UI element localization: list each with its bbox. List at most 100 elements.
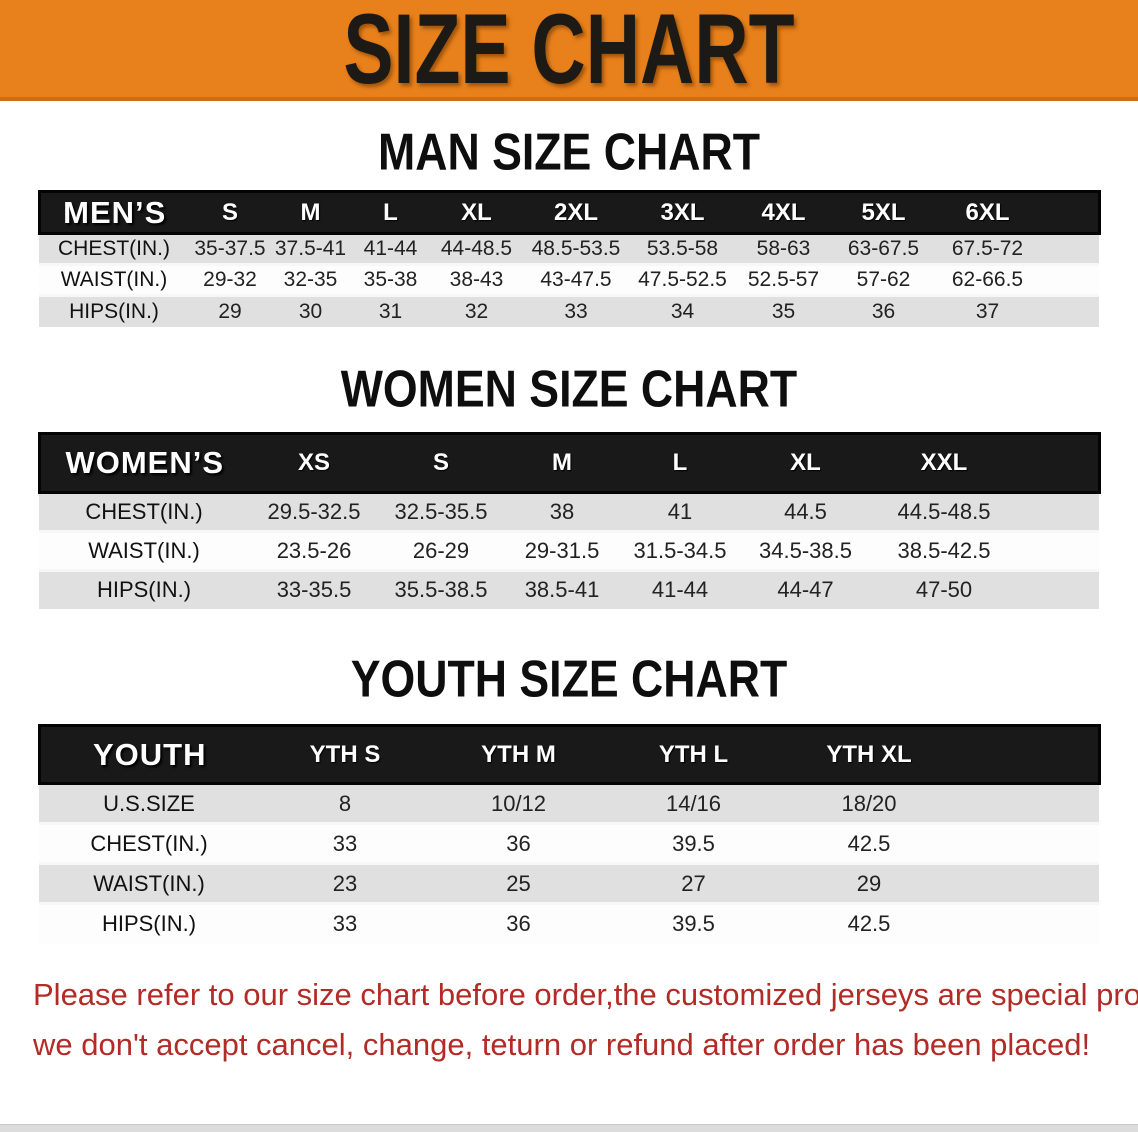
row-label: WAIST(IN.) [60, 268, 168, 291]
size-column-header: YTH L [606, 724, 781, 785]
filler-cell [957, 724, 1101, 785]
size-value-cell: 35-37.5 [194, 237, 266, 260]
size-column-header: M [271, 190, 350, 235]
size-value-cell: 29.5-32.5 [267, 498, 361, 524]
youth-section: YOUTH SIZE CHART YOUTH YTH S YTH M YTH L… [0, 653, 1138, 944]
size-value-cell: 33 [332, 830, 358, 856]
women-header-row: WOMEN’S XS S M L XL XXL [37, 431, 1101, 494]
row-label: CHEST(IN.) [85, 498, 203, 524]
size-column-header: YTH M [431, 724, 606, 785]
men-size-table: MEN’S S M L XL 2XL 3XL 4XL 5XL 6XL CHEST… [37, 190, 1101, 327]
size-value-cell: 67.5-72 [951, 237, 1024, 260]
table-row: HIPS(IN.) 33 36 39.5 42.5 [39, 903, 1099, 944]
youth-header-row: YOUTH YTH S YTH M YTH L YTH XL [37, 724, 1101, 785]
row-label: HIPS(IN.) [96, 577, 192, 603]
table-row: HIPS(IN.) 33-35.5 35.5-38.5 38.5-41 41-4… [39, 570, 1099, 609]
size-value-cell: 26-29 [412, 537, 470, 563]
size-value-cell: 58-63 [756, 237, 811, 260]
filler-cell [1016, 570, 1099, 609]
table-row: U.S.SIZE 8 10/12 14/16 18/20 [39, 783, 1099, 824]
size-value-cell: 44-48.5 [440, 237, 513, 260]
size-value-cell: 41-44 [651, 577, 709, 603]
size-value-cell: 63-67.5 [847, 237, 920, 260]
size-value-cell: 44.5 [784, 498, 827, 524]
size-column-header: S [379, 431, 503, 494]
size-column-header: S [189, 190, 271, 235]
table-row: CHEST(IN.) 35-37.5 37.5-41 41-44 44-48.5… [39, 233, 1099, 265]
size-value-cell: 57-62 [856, 268, 911, 291]
table-row: HIPS(IN.) 29 30 31 32 33 34 35 36 37 [39, 295, 1099, 327]
size-value-cell: 32.5-35.5 [394, 498, 488, 524]
size-column-header: M [503, 431, 621, 494]
row-label: WAIST(IN.) [88, 537, 200, 563]
size-value-cell: 35.5-38.5 [394, 577, 488, 603]
women-table-label: WOMEN’S [37, 431, 249, 494]
size-value-cell: 39.5 [672, 911, 715, 937]
table-row: WAIST(IN.) 23 25 27 29 [39, 863, 1099, 904]
size-value-cell: 34.5-38.5 [759, 537, 852, 563]
size-column-header: XS [249, 431, 379, 494]
size-value-cell: 35 [771, 299, 796, 323]
size-value-cell: 29 [218, 299, 242, 323]
size-value-cell: 33-35.5 [276, 577, 352, 603]
size-value-cell: 48.5-53.5 [531, 237, 621, 260]
men-section: MAN SIZE CHART MEN’S S M L XL 2XL 3XL 4X… [0, 122, 1138, 327]
filler-cell [1040, 296, 1099, 327]
size-column-header: XXL [872, 431, 1016, 494]
size-value-cell: 35-38 [363, 268, 418, 291]
size-value-cell: 36 [506, 911, 531, 937]
size-column-header: 6XL [935, 190, 1040, 235]
size-value-cell: 31.5-34.5 [633, 537, 727, 563]
disclaimer-line-1: Please refer to our size chart before or… [33, 976, 1138, 1012]
filler-cell [957, 904, 1099, 944]
size-value-cell: 29-32 [203, 268, 257, 291]
size-value-cell: 47-50 [915, 577, 973, 603]
size-value-cell: 38.5-42.5 [897, 537, 991, 563]
size-value-cell: 25 [506, 870, 531, 896]
women-section: WOMEN SIZE CHART WOMEN’S XS S M L XL XXL… [0, 362, 1138, 609]
size-value-cell: 39.5 [672, 830, 715, 856]
women-size-table: WOMEN’S XS S M L XL XXL CHEST(IN.) 29.5-… [37, 431, 1101, 609]
size-column-header: 3XL [630, 190, 735, 235]
bottom-edge-strip [0, 1124, 1138, 1132]
size-value-cell: 33 [332, 911, 358, 937]
size-value-cell: 18/20 [841, 790, 897, 816]
filler-cell [957, 784, 1099, 824]
size-value-cell: 14/16 [665, 790, 722, 816]
order-disclaimer: Please refer to our size chart before or… [33, 970, 1138, 1070]
youth-table-label: YOUTH [37, 724, 259, 785]
size-value-cell: 29 [856, 870, 882, 896]
size-value-cell: 42.5 [847, 830, 891, 856]
size-value-cell: 37.5-41 [274, 237, 347, 260]
size-value-cell: 38.5-41 [524, 577, 600, 603]
size-value-cell: 31 [378, 299, 403, 323]
filler-cell [1040, 234, 1099, 265]
size-value-cell: 43-47.5 [540, 268, 612, 291]
size-value-cell: 36 [506, 830, 531, 856]
table-row: CHEST(IN.) 33 36 39.5 42.5 [39, 823, 1099, 864]
size-value-cell: 30 [298, 299, 323, 323]
men-table-label: MEN’S [37, 190, 189, 235]
size-value-cell: 52.5-57 [747, 268, 820, 291]
size-value-cell: 34 [670, 299, 695, 323]
table-row: WAIST(IN.) 23.5-26 26-29 29-31.5 31.5-34… [39, 531, 1099, 570]
size-value-cell: 33 [564, 299, 588, 323]
row-label: U.S.SIZE [103, 790, 195, 816]
size-value-cell: 8 [338, 790, 352, 816]
size-value-cell: 29-31.5 [524, 537, 600, 563]
size-value-cell: 38-43 [449, 268, 504, 291]
size-value-cell: 23 [332, 870, 358, 896]
banner-title: SIZE CHART [343, 0, 795, 104]
filler-cell [1016, 431, 1101, 494]
size-column-header: YTH S [259, 724, 431, 785]
filler-cell [1016, 492, 1099, 531]
size-column-header: XL [739, 431, 872, 494]
men-heading: MAN SIZE CHART [378, 122, 760, 181]
men-header-row: MEN’S S M L XL 2XL 3XL 4XL 5XL 6XL [37, 190, 1101, 235]
size-column-header: L [350, 190, 431, 235]
row-label: CHEST(IN.) [58, 237, 170, 260]
disclaimer-line-2: we don't accept cancel, change, teturn o… [33, 1026, 1091, 1062]
filler-cell [957, 864, 1099, 904]
row-label: HIPS(IN.) [101, 911, 197, 937]
size-value-cell: 32 [464, 299, 489, 323]
